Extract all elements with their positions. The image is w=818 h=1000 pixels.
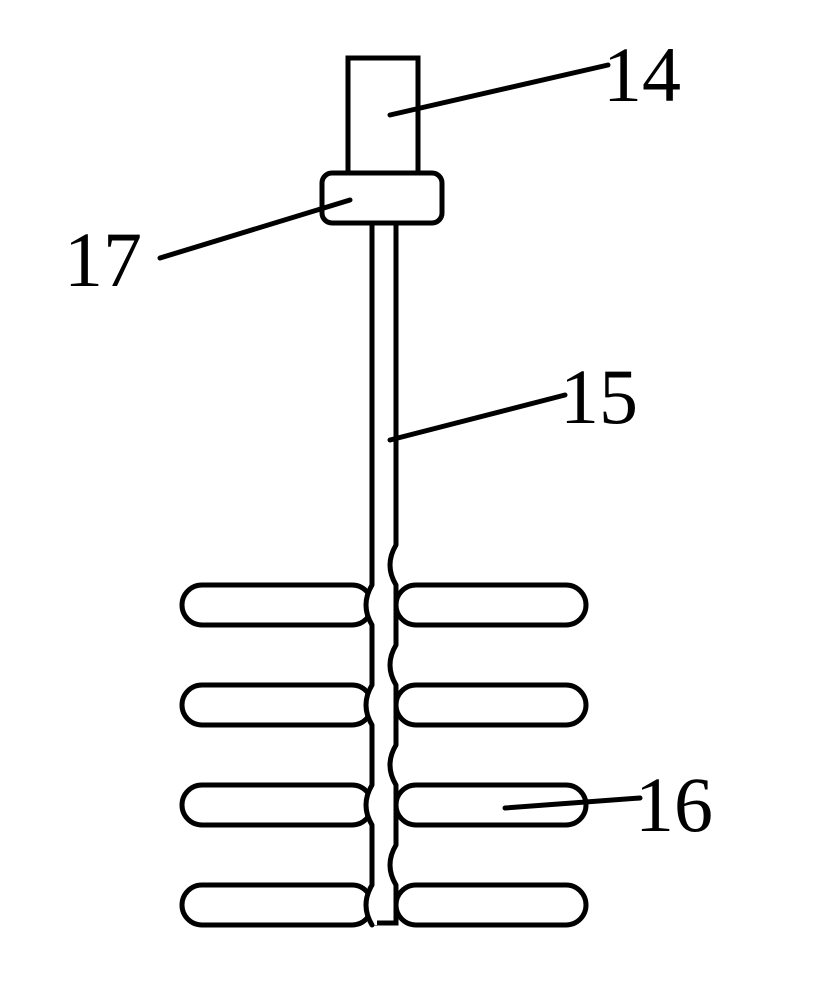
callout-label-15: 15: [560, 352, 638, 442]
callout-label-16: 16: [635, 760, 713, 850]
callout-label-14: 14: [603, 30, 681, 120]
callout-label-17: 17: [64, 215, 142, 305]
